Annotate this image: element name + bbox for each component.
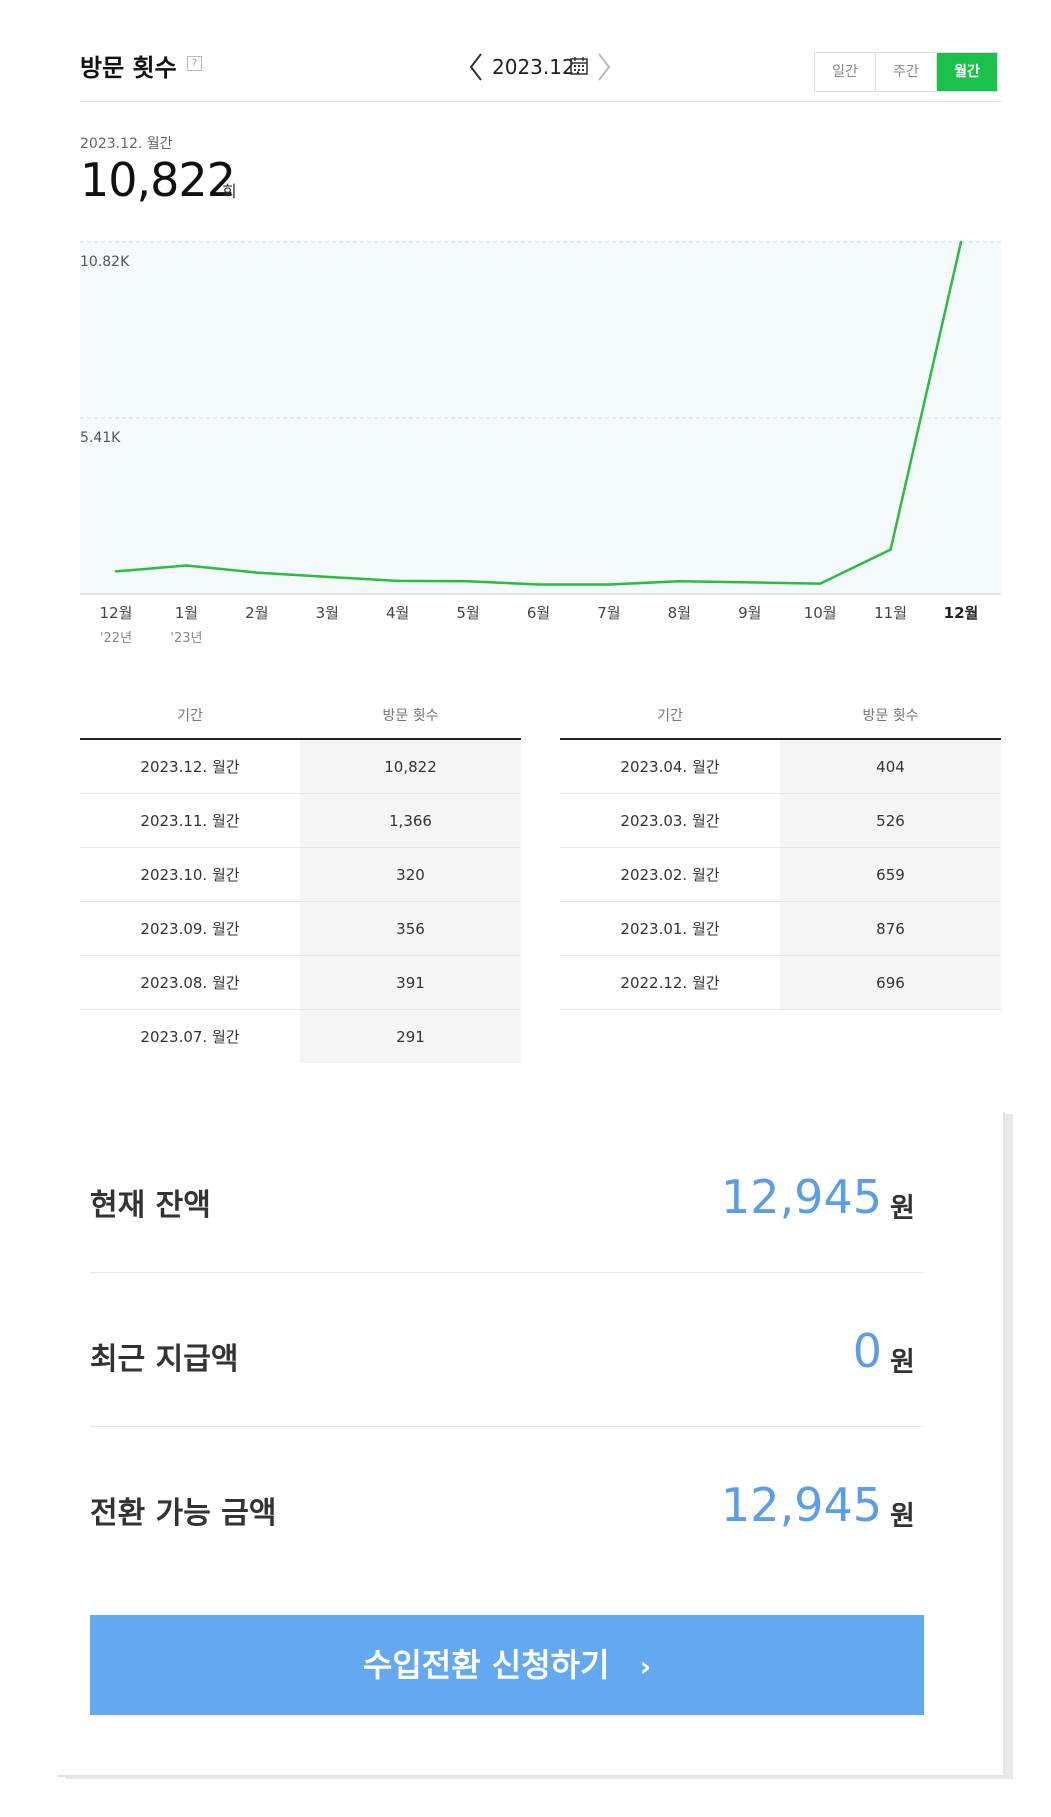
visits-cell: 696 xyxy=(780,955,1001,1010)
data-point xyxy=(678,580,681,583)
period-cell: 2023.04. 월간 xyxy=(560,739,780,794)
data-point xyxy=(114,570,118,573)
apply-conversion-label: 수입전환 신청하기 xyxy=(362,1646,610,1684)
visits-cell: 291 xyxy=(300,1009,521,1063)
help-icon[interactable]: ? xyxy=(187,56,202,71)
table-row: 2023.12. 월간 10,822 xyxy=(80,739,521,794)
currency-unit: 원 xyxy=(890,1193,915,1224)
visits-line-chart: 10.82K 5.41K 12월 1월 2월 3월 4월 5월 6월 7월 8월 9월 10월 11월 12… xyxy=(80,240,1001,646)
visits-cell: 10,822 xyxy=(300,739,521,794)
table-row: 2023.07. 월간 291 xyxy=(80,1009,521,1063)
row-divider xyxy=(90,1426,924,1427)
visits-cell: 1,366 xyxy=(300,793,521,848)
period-cell: 2023.12. 월간 xyxy=(80,739,300,794)
table-row: 2023.08. 월간 391 xyxy=(80,955,521,1010)
visits-cell: 356 xyxy=(300,901,521,956)
data-point xyxy=(396,579,399,583)
recent-payout-label: 최근 지급액 xyxy=(90,1342,239,1377)
period-cell: 2022.12. 월간 xyxy=(560,955,780,1010)
header-divider xyxy=(80,101,1001,102)
period-cell: 2023.09. 월간 xyxy=(80,901,300,956)
col-header-period: 기간 xyxy=(560,692,780,740)
x-tick-label: 7월 xyxy=(597,604,620,622)
data-point xyxy=(889,548,892,551)
x-tick-label: 2월 xyxy=(245,604,268,622)
table-row: 2023.02. 월간 659 xyxy=(560,847,1001,902)
visits-cell: 391 xyxy=(300,955,521,1010)
period-cell: 2023.10. 월간 xyxy=(80,847,300,902)
table-row: 2023.11. 월간 1,366 xyxy=(80,793,521,848)
x-tick-label: 9월 xyxy=(738,604,761,622)
x-tick-label: 11월 xyxy=(874,604,907,622)
visits-cell: 320 xyxy=(300,847,521,902)
segment-weekly[interactable]: 주간 xyxy=(876,53,937,91)
table-row: 2023.09. 월간 356 xyxy=(80,901,521,956)
visits-table-left: 기간 방문 횟수 2023.12. 월간 10,822 2023.11. 월간 1,… xyxy=(80,692,521,1063)
col-header-period: 기간 xyxy=(80,692,300,740)
date-label[interactable]: 2023.12. xyxy=(492,55,582,79)
col-header-visits: 방문 횟수 xyxy=(300,692,521,740)
period-cell: 2023.03. 월간 xyxy=(560,793,780,848)
year-label: '23년 xyxy=(170,631,202,646)
segment-daily[interactable]: 일간 xyxy=(815,53,876,91)
x-tick-label: 12월 xyxy=(944,604,979,622)
chevron-right-icon[interactable] xyxy=(594,50,614,84)
data-point xyxy=(818,582,822,585)
table-row: 2022.12. 월간 696 xyxy=(560,955,1001,1010)
chevron-left-icon[interactable] xyxy=(466,50,486,84)
x-tick-label: 3월 xyxy=(316,604,339,622)
current-balance-label: 현재 잔액 xyxy=(90,1188,211,1223)
currency-unit: 원 xyxy=(890,1501,915,1532)
col-header-visits: 방문 횟수 xyxy=(780,692,1001,740)
data-point xyxy=(959,240,963,244)
visits-cell: 404 xyxy=(780,739,1001,794)
data-point xyxy=(466,580,470,583)
convertible-amount-label: 전환 가능 금액 xyxy=(90,1496,277,1531)
period-cell: 2023.01. 월간 xyxy=(560,901,780,956)
data-point xyxy=(326,575,329,579)
data-point xyxy=(255,571,259,574)
convertible-amount: 12,945 xyxy=(721,1478,882,1532)
page-title: 방문 횟수 xyxy=(80,54,177,82)
currency-unit: 원 xyxy=(890,1347,915,1378)
table-row: 2023.03. 월간 526 xyxy=(560,793,1001,848)
apply-conversion-button[interactable]: 수입전환 신청하기 › xyxy=(90,1615,924,1715)
segment-monthly[interactable]: 월간 xyxy=(937,53,997,91)
period-cell: 2023.02. 월간 xyxy=(560,847,780,902)
table-row: 2023.10. 월간 320 xyxy=(80,847,521,902)
period-toggle: 일간 주간 월간 xyxy=(814,52,998,92)
visits-cell: 526 xyxy=(780,793,1001,848)
year-label: '22년 xyxy=(100,631,132,646)
current-balance-amount: 12,945 xyxy=(721,1170,882,1224)
total-unit: 회 xyxy=(222,182,237,201)
x-tick-label: 8월 xyxy=(668,604,691,622)
x-tick-label: 5월 xyxy=(456,604,479,622)
period-cell: 2023.07. 월간 xyxy=(140,1028,240,1046)
data-point xyxy=(748,581,751,584)
chevron-right-icon: › xyxy=(639,1650,652,1683)
total-visits: 10,822 xyxy=(80,153,236,207)
y-tick-label: 10.82K xyxy=(80,254,130,270)
recent-payout-amount: 0 xyxy=(852,1324,882,1378)
x-tick-label: 6월 xyxy=(527,604,550,622)
calendar-icon[interactable] xyxy=(569,56,589,76)
visits-cell: 876 xyxy=(780,901,1001,956)
row-divider xyxy=(90,1272,924,1273)
visits-cell: 659 xyxy=(780,847,1001,902)
visits-table-right: 기간 방문 횟수 2023.04. 월간 404 2023.03. 월간 526 2… xyxy=(560,692,1001,1010)
x-tick-label: 10월 xyxy=(804,604,837,622)
table-row: 2023.04. 월간 404 xyxy=(560,739,1001,794)
x-tick-label: 4월 xyxy=(386,604,409,622)
data-point xyxy=(607,583,611,586)
y-tick-label: 5.41K xyxy=(80,430,121,446)
data-point xyxy=(185,564,188,567)
x-tick-label: 12월 xyxy=(100,604,133,622)
period-cell: 2023.08. 월간 xyxy=(80,955,300,1010)
table-row: 2023.01. 월간 876 xyxy=(560,901,1001,956)
plot-area xyxy=(80,240,1001,594)
period-cell: 2023.11. 월간 xyxy=(80,793,300,848)
data-point xyxy=(537,583,540,586)
period-label: 2023.12. 월간 xyxy=(80,136,173,152)
x-tick-label: 1월 xyxy=(175,604,198,622)
